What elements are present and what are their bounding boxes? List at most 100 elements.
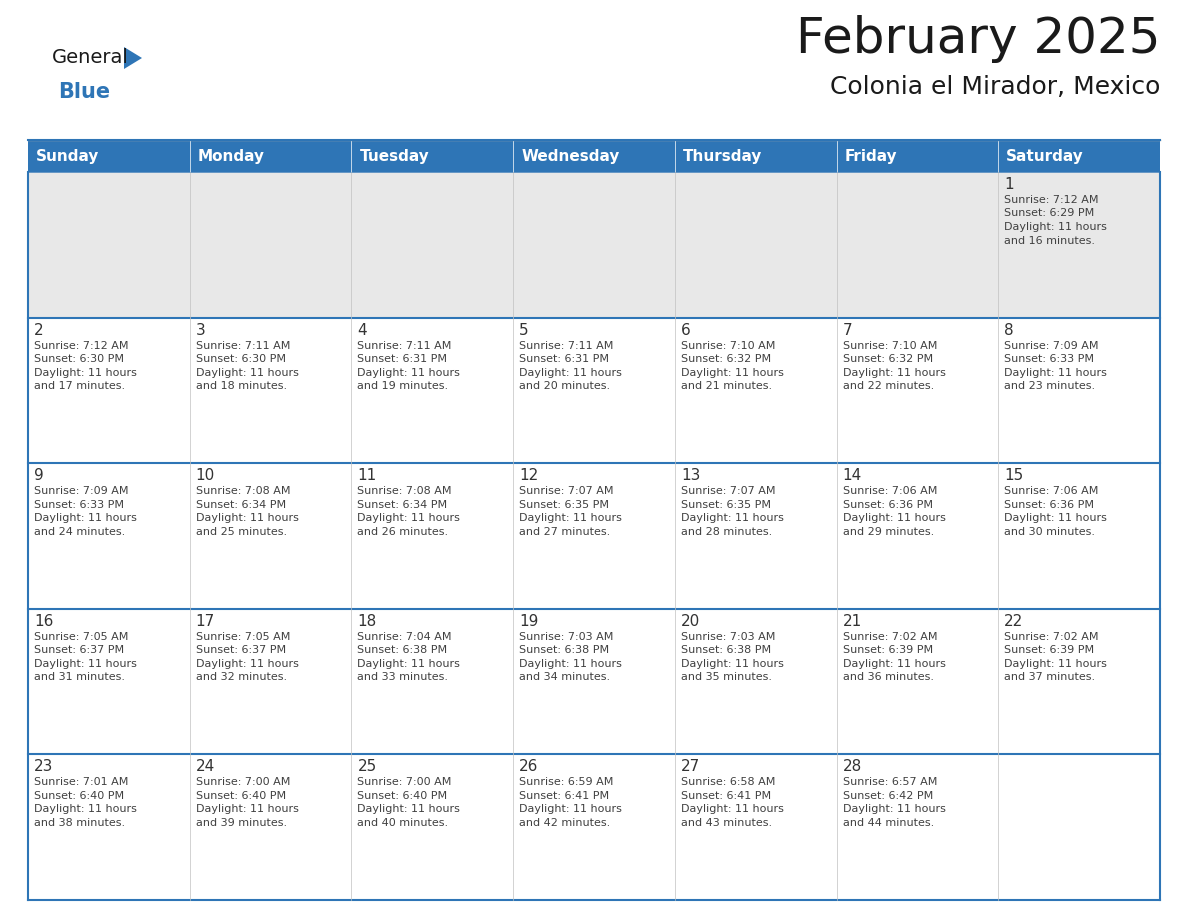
Text: and 34 minutes.: and 34 minutes. xyxy=(519,672,611,682)
Text: Daylight: 11 hours: Daylight: 11 hours xyxy=(358,659,460,669)
Text: and 24 minutes.: and 24 minutes. xyxy=(34,527,125,537)
Bar xyxy=(29,755,1159,900)
Polygon shape xyxy=(124,47,143,69)
Text: Daylight: 11 hours: Daylight: 11 hours xyxy=(519,367,623,377)
Text: 5: 5 xyxy=(519,322,529,338)
Text: and 32 minutes.: and 32 minutes. xyxy=(196,672,286,682)
Text: and 18 minutes.: and 18 minutes. xyxy=(196,381,286,391)
Text: Daylight: 11 hours: Daylight: 11 hours xyxy=(196,513,298,523)
Text: and 19 minutes.: and 19 minutes. xyxy=(358,381,449,391)
Bar xyxy=(29,172,1159,318)
Text: Sunrise: 7:04 AM: Sunrise: 7:04 AM xyxy=(358,632,451,642)
Text: Daylight: 11 hours: Daylight: 11 hours xyxy=(519,659,623,669)
Text: 20: 20 xyxy=(681,614,700,629)
Text: 15: 15 xyxy=(1004,468,1024,483)
Text: Sunset: 6:34 PM: Sunset: 6:34 PM xyxy=(196,499,286,509)
Text: 27: 27 xyxy=(681,759,700,775)
Text: Sunrise: 6:57 AM: Sunrise: 6:57 AM xyxy=(842,778,937,788)
Text: Daylight: 11 hours: Daylight: 11 hours xyxy=(196,659,298,669)
Text: 4: 4 xyxy=(358,322,367,338)
Text: Daylight: 11 hours: Daylight: 11 hours xyxy=(196,367,298,377)
Text: Sunrise: 7:06 AM: Sunrise: 7:06 AM xyxy=(1004,487,1099,497)
Text: Daylight: 11 hours: Daylight: 11 hours xyxy=(842,367,946,377)
Text: Daylight: 11 hours: Daylight: 11 hours xyxy=(358,367,460,377)
Text: Daylight: 11 hours: Daylight: 11 hours xyxy=(681,659,784,669)
Text: Sunset: 6:39 PM: Sunset: 6:39 PM xyxy=(1004,645,1094,655)
Text: and 21 minutes.: and 21 minutes. xyxy=(681,381,772,391)
Text: Sunrise: 7:08 AM: Sunrise: 7:08 AM xyxy=(358,487,451,497)
Text: Wednesday: Wednesday xyxy=(522,149,619,163)
Text: Friday: Friday xyxy=(845,149,897,163)
Text: Tuesday: Tuesday xyxy=(360,149,429,163)
Text: Sunset: 6:34 PM: Sunset: 6:34 PM xyxy=(358,499,448,509)
Text: Sunset: 6:35 PM: Sunset: 6:35 PM xyxy=(519,499,609,509)
Bar xyxy=(29,318,1159,464)
Text: Sunrise: 7:10 AM: Sunrise: 7:10 AM xyxy=(842,341,937,351)
Text: and 30 minutes.: and 30 minutes. xyxy=(1004,527,1095,537)
Text: 16: 16 xyxy=(34,614,53,629)
Text: and 31 minutes.: and 31 minutes. xyxy=(34,672,125,682)
Text: Sunrise: 6:59 AM: Sunrise: 6:59 AM xyxy=(519,778,613,788)
Text: and 27 minutes.: and 27 minutes. xyxy=(519,527,611,537)
Text: Sunset: 6:30 PM: Sunset: 6:30 PM xyxy=(196,354,286,364)
Text: Daylight: 11 hours: Daylight: 11 hours xyxy=(1004,659,1107,669)
Text: Daylight: 11 hours: Daylight: 11 hours xyxy=(1004,513,1107,523)
Text: and 36 minutes.: and 36 minutes. xyxy=(842,672,934,682)
Text: 19: 19 xyxy=(519,614,538,629)
Text: Sunset: 6:41 PM: Sunset: 6:41 PM xyxy=(681,791,771,800)
Text: Daylight: 11 hours: Daylight: 11 hours xyxy=(1004,367,1107,377)
Text: Blue: Blue xyxy=(58,82,110,102)
Text: Daylight: 11 hours: Daylight: 11 hours xyxy=(34,659,137,669)
Text: 26: 26 xyxy=(519,759,538,775)
Bar xyxy=(29,464,1159,609)
Text: Sunrise: 7:10 AM: Sunrise: 7:10 AM xyxy=(681,341,776,351)
Text: General: General xyxy=(52,48,128,67)
Text: and 42 minutes.: and 42 minutes. xyxy=(519,818,611,828)
Text: Sunrise: 7:00 AM: Sunrise: 7:00 AM xyxy=(196,778,290,788)
Text: and 29 minutes.: and 29 minutes. xyxy=(842,527,934,537)
Text: and 37 minutes.: and 37 minutes. xyxy=(1004,672,1095,682)
Text: Sunset: 6:31 PM: Sunset: 6:31 PM xyxy=(358,354,448,364)
Text: Sunset: 6:42 PM: Sunset: 6:42 PM xyxy=(842,791,933,800)
Text: 13: 13 xyxy=(681,468,700,483)
Text: and 33 minutes.: and 33 minutes. xyxy=(358,672,448,682)
Text: Sunrise: 7:09 AM: Sunrise: 7:09 AM xyxy=(34,487,128,497)
Text: and 26 minutes.: and 26 minutes. xyxy=(358,527,449,537)
Text: Daylight: 11 hours: Daylight: 11 hours xyxy=(358,513,460,523)
Text: Daylight: 11 hours: Daylight: 11 hours xyxy=(519,513,623,523)
Text: Daylight: 11 hours: Daylight: 11 hours xyxy=(842,804,946,814)
Text: Sunset: 6:35 PM: Sunset: 6:35 PM xyxy=(681,499,771,509)
Text: Saturday: Saturday xyxy=(1006,149,1083,163)
Text: 2: 2 xyxy=(34,322,44,338)
Text: Sunset: 6:40 PM: Sunset: 6:40 PM xyxy=(358,791,448,800)
Text: 21: 21 xyxy=(842,614,861,629)
Text: 1: 1 xyxy=(1004,177,1013,192)
Text: Daylight: 11 hours: Daylight: 11 hours xyxy=(34,513,137,523)
Text: Sunrise: 7:12 AM: Sunrise: 7:12 AM xyxy=(34,341,128,351)
Text: Sunset: 6:36 PM: Sunset: 6:36 PM xyxy=(842,499,933,509)
Text: Sunset: 6:39 PM: Sunset: 6:39 PM xyxy=(842,645,933,655)
Text: and 28 minutes.: and 28 minutes. xyxy=(681,527,772,537)
Text: 11: 11 xyxy=(358,468,377,483)
Text: Sunrise: 7:09 AM: Sunrise: 7:09 AM xyxy=(1004,341,1099,351)
Text: and 35 minutes.: and 35 minutes. xyxy=(681,672,772,682)
Text: and 38 minutes.: and 38 minutes. xyxy=(34,818,125,828)
Text: 24: 24 xyxy=(196,759,215,775)
Text: Sunset: 6:30 PM: Sunset: 6:30 PM xyxy=(34,354,124,364)
Text: Sunset: 6:37 PM: Sunset: 6:37 PM xyxy=(34,645,124,655)
Text: 8: 8 xyxy=(1004,322,1013,338)
Text: February 2025: February 2025 xyxy=(796,15,1159,63)
Text: and 44 minutes.: and 44 minutes. xyxy=(842,818,934,828)
Bar xyxy=(29,609,1159,755)
Text: Sunset: 6:38 PM: Sunset: 6:38 PM xyxy=(358,645,448,655)
Text: Sunset: 6:41 PM: Sunset: 6:41 PM xyxy=(519,791,609,800)
Text: Monday: Monday xyxy=(197,149,265,163)
Text: Sunset: 6:31 PM: Sunset: 6:31 PM xyxy=(519,354,609,364)
Text: and 20 minutes.: and 20 minutes. xyxy=(519,381,611,391)
Text: Sunrise: 7:07 AM: Sunrise: 7:07 AM xyxy=(681,487,776,497)
Text: 9: 9 xyxy=(34,468,44,483)
Text: and 22 minutes.: and 22 minutes. xyxy=(842,381,934,391)
Text: Sunrise: 7:11 AM: Sunrise: 7:11 AM xyxy=(358,341,451,351)
Text: Sunrise: 7:01 AM: Sunrise: 7:01 AM xyxy=(34,778,128,788)
Text: Sunrise: 7:05 AM: Sunrise: 7:05 AM xyxy=(34,632,128,642)
